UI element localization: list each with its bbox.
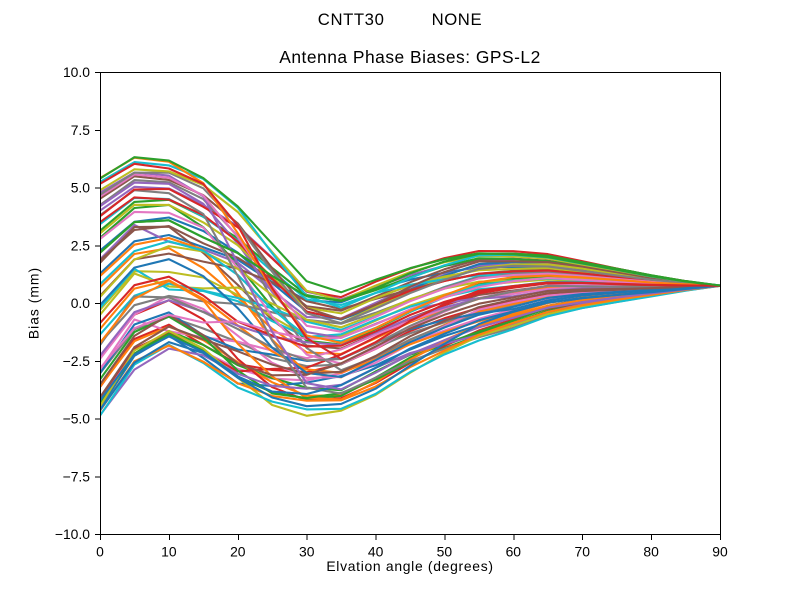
svg-text:60: 60 [506,544,522,560]
svg-text:−10.0: −10.0 [55,526,90,542]
svg-text:50: 50 [437,544,453,560]
svg-text:−2.5: −2.5 [63,353,91,369]
svg-text:Antenna Phase Biases: GPS-L2: Antenna Phase Biases: GPS-L2 [279,47,541,67]
svg-text:0: 0 [96,544,104,560]
svg-text:80: 80 [643,544,659,560]
svg-text:10: 10 [161,544,177,560]
svg-text:2.5: 2.5 [71,237,91,253]
svg-text:40: 40 [368,544,384,560]
svg-text:0.0: 0.0 [71,295,91,311]
svg-text:70: 70 [574,544,590,560]
svg-text:CNTT30 NONE: CNTT30 NONE [318,10,482,29]
svg-text:7.5: 7.5 [71,122,91,138]
svg-text:5.0: 5.0 [71,180,91,196]
svg-text:Bias (mm): Bias (mm) [26,267,42,339]
svg-text:−5.0: −5.0 [63,411,91,427]
svg-text:90: 90 [712,544,728,560]
svg-text:10.0: 10.0 [63,64,90,80]
svg-text:30: 30 [299,544,315,560]
svg-text:−7.5: −7.5 [63,468,91,484]
svg-text:20: 20 [230,544,246,560]
svg-text:Elvation angle (degrees): Elvation angle (degrees) [326,558,493,574]
